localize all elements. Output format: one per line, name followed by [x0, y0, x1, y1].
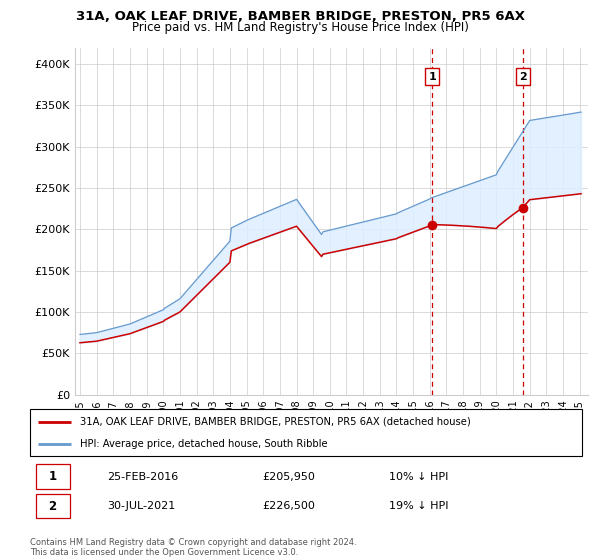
- Text: 19% ↓ HPI: 19% ↓ HPI: [389, 501, 448, 511]
- Text: 30-JUL-2021: 30-JUL-2021: [107, 501, 176, 511]
- FancyBboxPatch shape: [35, 464, 70, 489]
- Text: 2: 2: [49, 500, 56, 513]
- Text: 1: 1: [49, 470, 56, 483]
- Text: 25-FEB-2016: 25-FEB-2016: [107, 472, 179, 482]
- Text: Price paid vs. HM Land Registry's House Price Index (HPI): Price paid vs. HM Land Registry's House …: [131, 21, 469, 34]
- FancyBboxPatch shape: [30, 409, 582, 456]
- Text: 31A, OAK LEAF DRIVE, BAMBER BRIDGE, PRESTON, PR5 6AX: 31A, OAK LEAF DRIVE, BAMBER BRIDGE, PRES…: [76, 10, 524, 23]
- Text: Contains HM Land Registry data © Crown copyright and database right 2024.
This d: Contains HM Land Registry data © Crown c…: [30, 538, 356, 557]
- Text: HPI: Average price, detached house, South Ribble: HPI: Average price, detached house, Sout…: [80, 438, 328, 449]
- Text: 10% ↓ HPI: 10% ↓ HPI: [389, 472, 448, 482]
- Text: 1: 1: [428, 72, 436, 82]
- Text: £205,950: £205,950: [262, 472, 315, 482]
- Text: 31A, OAK LEAF DRIVE, BAMBER BRIDGE, PRESTON, PR5 6AX (detached house): 31A, OAK LEAF DRIVE, BAMBER BRIDGE, PRES…: [80, 417, 470, 427]
- FancyBboxPatch shape: [35, 494, 70, 519]
- Text: £226,500: £226,500: [262, 501, 315, 511]
- Text: 2: 2: [519, 72, 527, 82]
